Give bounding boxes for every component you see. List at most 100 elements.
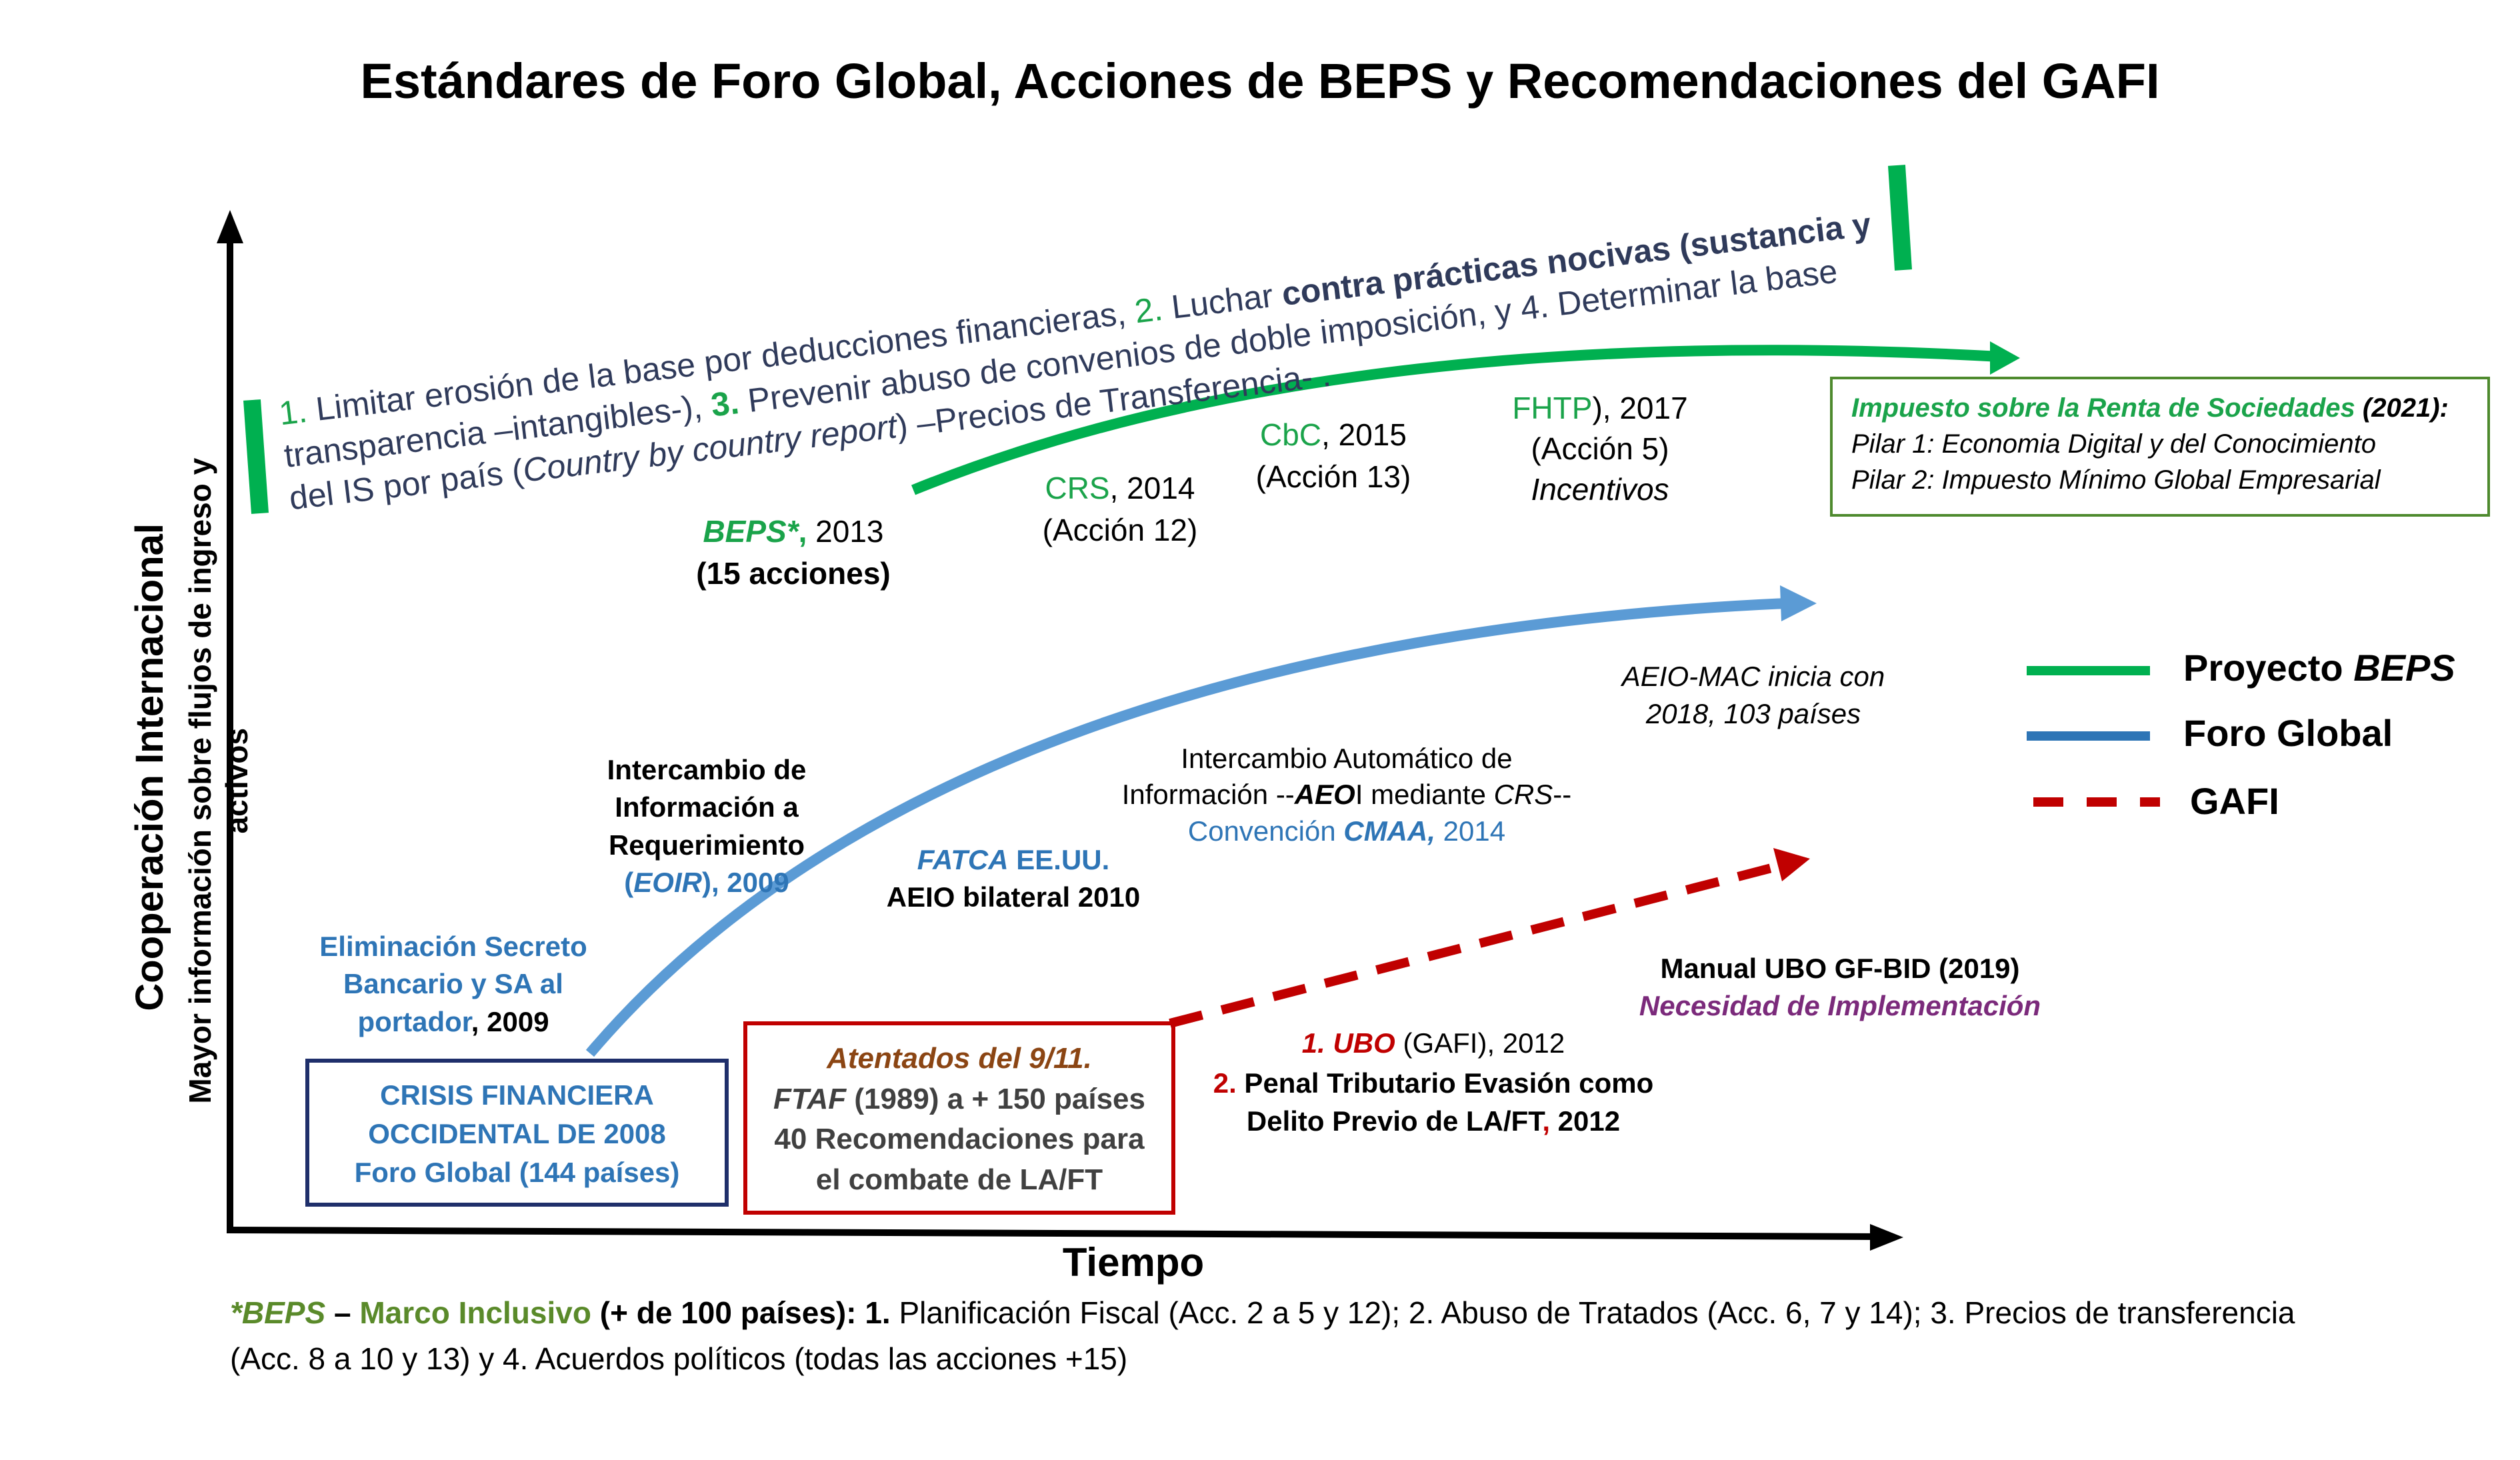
banner-num-1: 1.: [277, 391, 309, 433]
legend-beps-a: Proyecto: [2183, 647, 2354, 689]
banner-num-3: 3.: [709, 383, 741, 424]
ubo-t: (GAFI), 2012: [1395, 1027, 1565, 1059]
penal-2b: ,: [1542, 1105, 1550, 1137]
penal-2a: Delito Previo de LA/FT: [1246, 1105, 1543, 1137]
cbc-sub: (Acción 13): [1255, 459, 1411, 495]
crs-sub: (Acción 12): [1042, 513, 1198, 548]
beps-sep: ,: [798, 514, 807, 549]
foot-e: Planificación Fiscal (Acc. 2 a 5 y 12); …: [899, 1295, 2295, 1330]
foot-c: Marco Inclusivo: [359, 1295, 591, 1330]
fhtp-2017-label: FHTP), 2017 (Acción 5) Incentivos: [1460, 390, 1740, 509]
aeo-3c: 2014: [1435, 815, 1506, 847]
legend-beps-b: BEPS: [2353, 647, 2455, 689]
impuesto-title: Impuesto sobre la Renta de Sociedades: [1851, 393, 2355, 423]
penal-t: Penal Tributario Evasión como: [1236, 1067, 1654, 1099]
eoir-1: Intercambio de: [607, 754, 807, 785]
gafi-arrowhead: [1773, 848, 1810, 881]
crs-year: , 2014: [1109, 471, 1195, 505]
atentados-2a: FTAF: [773, 1082, 847, 1115]
legend-foro-label: Foro Global: [2183, 712, 2393, 754]
cbc-name: CbC: [1260, 417, 1322, 452]
x-axis: [226, 1227, 1881, 1240]
aeo-label: Intercambio Automático de Información --…: [1107, 742, 1587, 848]
beps-name: BEPS*: [703, 514, 799, 549]
manual-ubo: Manual UBO GF-BID (2019): [1660, 953, 2020, 984]
footnote: *BEPS – Marco Inclusivo (+ de 100 países…: [230, 1290, 2497, 1382]
atentados-box: Atentados del 9/11. FTAF (1989) a + 150 …: [743, 1021, 1175, 1215]
aeio-mac-1: AEIO-MAC inicia con: [1621, 661, 1885, 692]
eliminacion-label: Eliminación Secreto Bancario y SA al por…: [307, 930, 600, 1039]
crisis-box: CRISIS FINANCIERA OCCIDENTAL DE 2008 For…: [305, 1059, 729, 1207]
fatca-a: FATCA: [917, 844, 1009, 875]
cbc-2015-label: CbC, 2015 (Acción 13): [1200, 417, 1467, 495]
aeo-1: Intercambio Automático de: [1181, 743, 1513, 774]
fatca-b: EE.UU.: [1008, 844, 1110, 875]
impuesto-year: (2021):: [2355, 393, 2449, 423]
elim-2: Bancario y SA al: [343, 968, 563, 1000]
banner-left-bar: [243, 399, 269, 514]
aeo-2b: AEO: [1294, 779, 1355, 811]
atentados-2b: (1989) a + 150 países: [846, 1082, 1145, 1115]
aeo-3b: CMAA,: [1343, 815, 1436, 847]
y-axis-label: Cooperación Internacional: [128, 523, 172, 1011]
x-axis-arrowhead: [1870, 1224, 1903, 1251]
beps-sub: (15 acciones): [696, 556, 891, 591]
foot-f: (Acc. 8 a 10 y 13) y 4. Acuerdos polític…: [230, 1341, 1128, 1376]
eoir-4b: EOIR: [633, 867, 702, 899]
elim-3b: , 2009: [471, 1005, 549, 1037]
aeo-2d: CRS: [1493, 779, 1553, 811]
banner-right-bar: [1888, 165, 1912, 271]
aeo-2e: --: [1553, 779, 1572, 811]
y-axis-sublabel: Mayor información sobre flujos de ingres…: [182, 457, 254, 1104]
eoir-3: Requerimiento: [608, 829, 805, 861]
atentados-1: Atentados del 9/11.: [827, 1042, 1092, 1075]
aeio-mac-2: 2018, 103 países: [1645, 698, 1861, 730]
foro-curve: [585, 598, 1787, 1057]
necesidad: Necesidad de Implementación: [1639, 990, 2041, 1022]
beps-2013-label: BEPS*, 2013 (15 acciones): [653, 513, 933, 592]
penal-n: 2.: [1213, 1067, 1237, 1099]
page-title: Estándares de Foro Global, Acciones de B…: [360, 53, 2160, 109]
ubo-n: 1. UBO: [1301, 1027, 1395, 1059]
impuesto-pilar-2: Pilar 2: Impuesto Mínimo Global Empresar…: [1851, 465, 2381, 495]
fhtp-year: ), 2017: [1592, 391, 1688, 425]
aeo-3a: Convención: [1187, 815, 1344, 847]
y-axis-arrowhead: [217, 210, 243, 243]
fhtp-name: FHTP: [1512, 391, 1593, 425]
beps-curve: [911, 345, 2001, 495]
cbc-year: , 2015: [1321, 417, 1407, 452]
eoir-label: Intercambio de Información a Requerimien…: [567, 753, 847, 900]
beps-year: 2013: [807, 514, 884, 549]
fatca-label: FATCA EE.UU. AEIO bilateral 2010: [853, 843, 1173, 915]
eoir-4c: ), 2009: [701, 867, 789, 899]
elim-1: Eliminación Secreto: [319, 931, 587, 962]
manual-ubo-label: Manual UBO GF-BID (2019) Necesidad de Im…: [1600, 952, 2080, 1023]
fhtp-sub: (Acción 5): [1531, 431, 1669, 467]
atentados-4: el combate de LA/FT: [815, 1163, 1103, 1197]
foot-b: –: [325, 1295, 360, 1330]
fhtp-sub2: Incentivos: [1531, 472, 1669, 507]
foro-arrowhead: [1780, 585, 1817, 621]
gafi-2012-label: 1. UBO (GAFI), 2012 2. Penal Tributario …: [1187, 1027, 1680, 1138]
crisis-3: Foro Global (144 países): [354, 1156, 680, 1188]
penal-2c: 2012: [1549, 1105, 1621, 1137]
crisis-2: OCCIDENTAL DE 2008: [368, 1117, 666, 1149]
banner-num-2: 2.: [1132, 289, 1165, 331]
aeio-mac-label: AEIO-MAC inicia con 2018, 103 países: [1587, 660, 1920, 731]
aeo-2c: I mediante: [1355, 779, 1494, 811]
elim-3a: portador: [357, 1005, 471, 1037]
crisis-1: CRISIS FINANCIERA: [380, 1079, 654, 1111]
atentados-3: 40 Recomendaciones para: [774, 1123, 1145, 1156]
x-axis-label: Tiempo: [1062, 1240, 1205, 1285]
impuesto-box: Impuesto sobre la Renta de Sociedades (2…: [1830, 377, 2490, 517]
foot-d: (+ de 100 países): 1.: [591, 1295, 899, 1330]
foot-a: *BEPS: [230, 1295, 326, 1330]
legend-gafi-label: GAFI: [2190, 780, 2279, 822]
impuesto-pilar-1: Pilar 1: Economia Digital y del Conocimi…: [1851, 429, 2377, 459]
legend-beps-label: Proyecto BEPS: [2183, 645, 2455, 690]
aeo-2a: Información --: [1121, 779, 1295, 811]
eoir-4a: (: [624, 867, 634, 899]
fatca-2: AEIO bilateral 2010: [886, 881, 1141, 913]
crs-name: CRS: [1045, 471, 1110, 505]
